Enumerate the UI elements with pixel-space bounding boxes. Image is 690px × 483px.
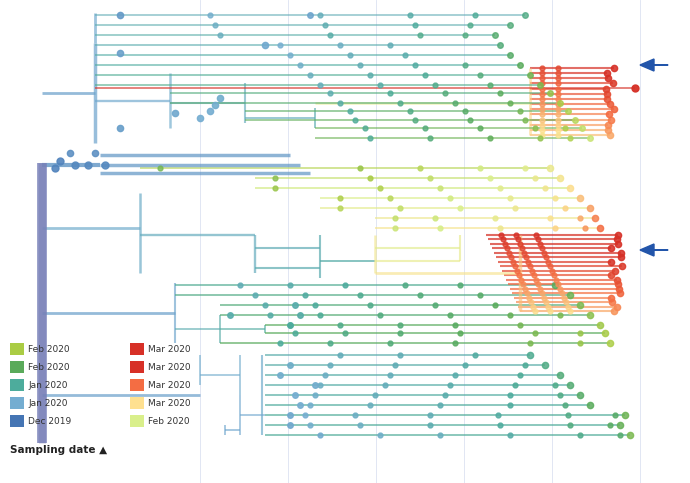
Bar [10,361,24,373]
Text: Jan 2020: Jan 2020 [28,398,68,408]
FancyArrow shape [640,59,668,71]
Bar [10,379,24,391]
Bar [130,397,144,409]
Text: Dec 2019: Dec 2019 [28,416,71,426]
Bar [130,415,144,427]
Text: Jan 2020: Jan 2020 [28,381,68,389]
Text: Feb 2020: Feb 2020 [28,344,70,354]
Text: Feb 2020: Feb 2020 [28,363,70,371]
Text: Mar 2020: Mar 2020 [148,398,190,408]
Bar [130,343,144,355]
Bar [10,415,24,427]
Bar [10,343,24,355]
Bar [10,397,24,409]
Text: Sampling date ▲: Sampling date ▲ [10,445,107,455]
Text: Mar 2020: Mar 2020 [148,363,190,371]
Bar [130,361,144,373]
FancyArrow shape [640,244,668,256]
Bar [130,379,144,391]
Text: Mar 2020: Mar 2020 [148,344,190,354]
Text: Mar 2020: Mar 2020 [148,381,190,389]
Text: Feb 2020: Feb 2020 [148,416,190,426]
